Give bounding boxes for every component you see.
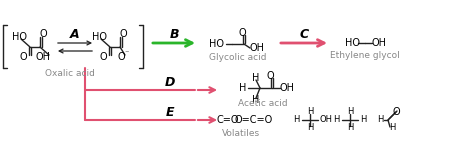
Text: H: H [334,116,340,124]
Text: Volatiles: Volatiles [222,130,260,138]
Text: H: H [378,116,384,124]
Text: A: A [70,28,80,40]
Text: H: H [238,83,246,93]
Text: H: H [307,123,313,133]
Text: OH: OH [320,116,333,124]
Text: Ethylene glycol: Ethylene glycol [330,52,400,60]
Text: O: O [119,29,127,39]
Text: O: O [117,52,125,62]
Text: O: O [19,52,27,62]
Text: H: H [360,116,366,124]
Text: OH: OH [372,38,387,48]
Text: E: E [166,106,174,118]
Text: HO: HO [345,38,360,48]
Text: H: H [347,108,353,116]
Text: ⁻: ⁻ [125,49,129,57]
Text: O=C=O: O=C=O [235,115,273,125]
Text: H: H [389,123,395,133]
Text: Oxalic acid: Oxalic acid [45,70,95,78]
Text: O: O [238,28,246,38]
Text: HO: HO [92,32,107,42]
Text: H: H [347,123,353,133]
Text: OH: OH [250,43,265,53]
Text: HO: HO [209,39,224,49]
Text: H: H [252,95,260,105]
Text: H: H [252,73,260,83]
Text: H: H [307,108,313,116]
Text: OH: OH [280,83,295,93]
Text: C: C [300,29,309,41]
Text: O: O [39,29,47,39]
Text: C=O: C=O [217,115,239,125]
Text: Acetic acid: Acetic acid [238,99,288,109]
Text: OH: OH [36,52,51,62]
Text: Glycolic acid: Glycolic acid [209,53,267,62]
Text: HO: HO [12,32,27,42]
Text: O: O [266,71,274,81]
Text: D: D [165,75,175,89]
Text: O: O [100,52,107,62]
Text: H: H [293,116,300,124]
Text: O: O [392,107,400,117]
Text: B: B [169,29,179,41]
